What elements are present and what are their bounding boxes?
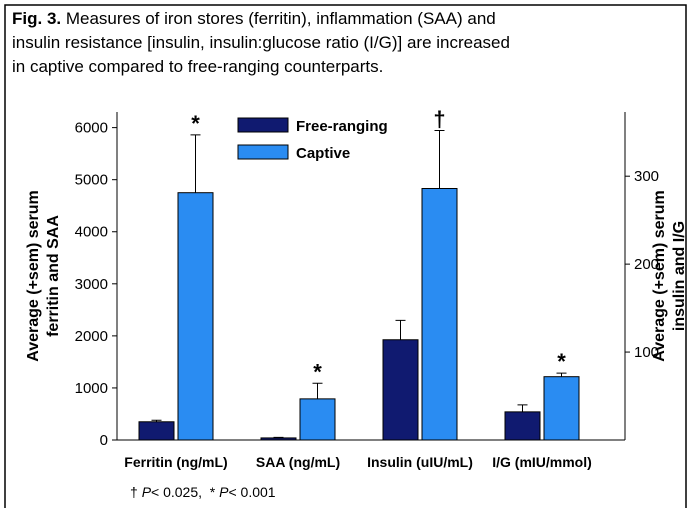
bar [177, 192, 214, 441]
y2-tick-label: 100 [634, 344, 659, 361]
y-tick-label: 4000 [75, 224, 108, 241]
footnote-part: < 0.025, * [151, 484, 219, 500]
title-line: in captive compared to free-ranging coun… [12, 57, 383, 76]
y-tick-label: 6000 [75, 120, 108, 137]
y2-tick-label: 200 [634, 256, 659, 273]
x-tick-label: Ferritin (ng/mL) [124, 454, 227, 470]
bar [299, 398, 336, 441]
x-tick-label: SAA (ng/mL) [256, 454, 340, 470]
error-bar [273, 436, 284, 438]
footnote-part: † [130, 484, 142, 500]
frame [4, 4, 687, 508]
legend-swatch [237, 117, 289, 133]
x-tick-label: Insulin (uIU/mL) [367, 454, 473, 470]
bar [138, 421, 175, 441]
y-tick-label: 5000 [75, 172, 108, 189]
footnote-part: P [219, 484, 229, 500]
error-bar [395, 319, 406, 340]
error-bar [190, 134, 201, 193]
legend-label: Free-ranging [296, 118, 388, 135]
significance-marker: † [433, 106, 445, 131]
y2-axis-label: insulin and I/G [671, 221, 688, 331]
title-line: Measures of iron stores (ferritin), infl… [66, 9, 496, 28]
footnote: † P< 0.025, * P< 0.001 [130, 484, 276, 500]
footnote-part: < 0.001 [228, 484, 275, 500]
y-tick-label: 0 [100, 432, 108, 449]
bar [421, 188, 458, 441]
x-tick-label: I/G (mIU/mmol) [492, 454, 592, 470]
error-bar [517, 404, 528, 412]
significance-marker: * [557, 349, 566, 374]
y-tick-label: 1000 [75, 380, 108, 397]
title-label: Fig. 3. [12, 9, 61, 28]
y2-axis-label: Average (+sem) serum [651, 190, 668, 362]
y-tick-label: 3000 [75, 276, 108, 293]
y-axis-label: ferritin and SAA [45, 215, 62, 337]
bar [543, 376, 580, 441]
error-bar [312, 382, 323, 399]
error-bar [556, 372, 567, 377]
chart-title: Fig. 3. Measures of iron stores (ferriti… [12, 9, 496, 28]
bar [382, 339, 419, 441]
bar [260, 437, 297, 441]
footnote-part: P [142, 484, 152, 500]
y-axis-label: Average (+sem) serum [25, 190, 42, 362]
bar [504, 411, 541, 441]
title-line: insulin resistance [insulin, insulin:glu… [12, 33, 510, 52]
y2-tick-label: 300 [634, 168, 659, 185]
y-tick-label: 2000 [75, 328, 108, 345]
legend-swatch [237, 144, 289, 160]
error-bar [434, 129, 445, 189]
error-bar [151, 419, 162, 422]
significance-marker: * [191, 111, 200, 136]
significance-marker: * [313, 359, 322, 384]
legend-label: Captive [296, 145, 350, 162]
